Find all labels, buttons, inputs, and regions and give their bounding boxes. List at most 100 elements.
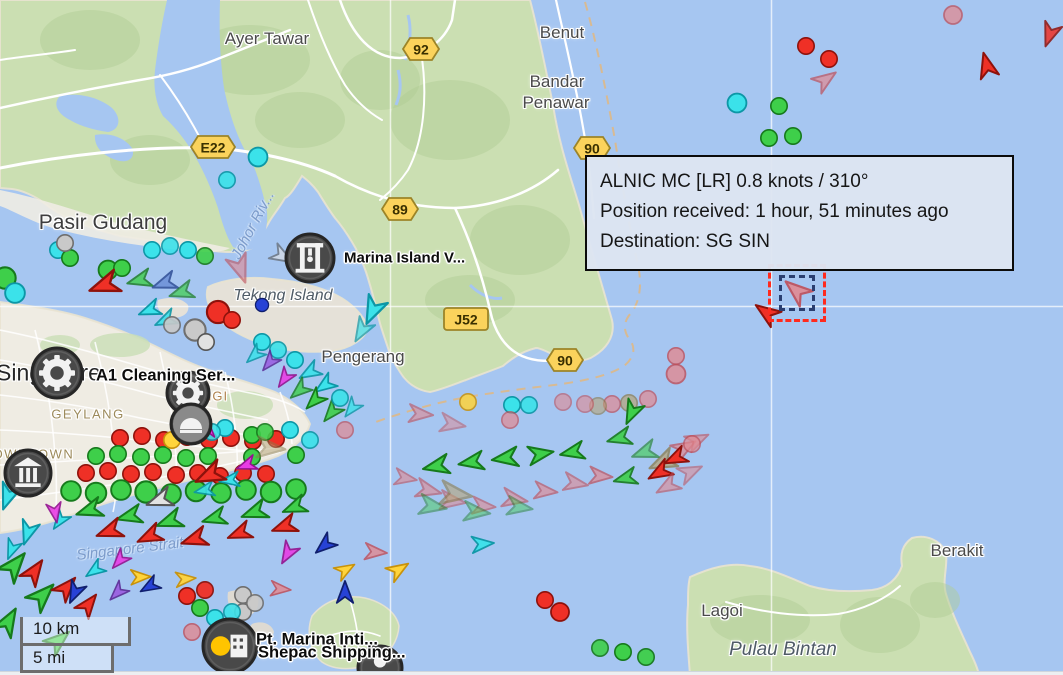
ship-marker[interactable] bbox=[163, 316, 181, 334]
ship-marker[interactable] bbox=[438, 411, 467, 436]
ship-marker[interactable] bbox=[218, 171, 236, 189]
crane-poi-icon[interactable] bbox=[284, 232, 336, 284]
ship-marker[interactable] bbox=[196, 581, 214, 599]
ship-marker[interactable] bbox=[417, 492, 448, 519]
ship-marker[interactable] bbox=[110, 479, 132, 501]
ship-marker[interactable] bbox=[193, 479, 217, 500]
ship-marker[interactable] bbox=[413, 477, 444, 502]
ship-marker[interactable] bbox=[637, 648, 655, 666]
ship-marker[interactable] bbox=[60, 480, 82, 502]
ship-marker[interactable] bbox=[665, 363, 687, 385]
ship-marker[interactable] bbox=[500, 486, 529, 511]
ship-marker[interactable] bbox=[407, 403, 435, 424]
ship-marker[interactable] bbox=[224, 519, 255, 547]
ship-marker[interactable] bbox=[797, 37, 815, 55]
ship-marker[interactable] bbox=[275, 539, 301, 567]
ship-marker[interactable] bbox=[257, 349, 283, 375]
ship-marker[interactable] bbox=[269, 512, 300, 539]
ship-marker[interactable] bbox=[652, 471, 683, 501]
ship-marker[interactable] bbox=[144, 463, 162, 481]
ship-marker[interactable] bbox=[153, 506, 186, 535]
ship-marker[interactable] bbox=[161, 237, 179, 255]
ship-marker[interactable] bbox=[661, 444, 690, 471]
ship-marker[interactable] bbox=[82, 557, 108, 583]
ship-marker[interactable] bbox=[357, 293, 389, 328]
ship-marker[interactable] bbox=[87, 447, 105, 465]
dome-poi-icon[interactable] bbox=[169, 402, 213, 446]
ship-marker[interactable] bbox=[639, 390, 657, 408]
ship-marker[interactable] bbox=[125, 267, 154, 293]
ship-marker[interactable] bbox=[178, 525, 211, 553]
ship-marker[interactable] bbox=[336, 421, 354, 439]
ship-marker[interactable] bbox=[618, 397, 646, 427]
ship-marker[interactable] bbox=[133, 427, 151, 445]
ship-marker[interactable] bbox=[73, 496, 106, 524]
ship-marker[interactable] bbox=[588, 465, 614, 486]
ship-marker[interactable] bbox=[285, 376, 314, 404]
ship-marker[interactable] bbox=[683, 435, 701, 453]
ship-marker[interactable] bbox=[784, 127, 802, 145]
ship-marker[interactable] bbox=[1, 537, 24, 562]
ship-marker[interactable] bbox=[50, 572, 83, 604]
ship-marker[interactable] bbox=[335, 580, 355, 604]
ship-marker[interactable] bbox=[536, 591, 554, 609]
ship-marker[interactable] bbox=[301, 386, 329, 414]
ship-marker[interactable] bbox=[295, 359, 324, 385]
ship-marker[interactable] bbox=[143, 485, 176, 514]
ship-marker[interactable] bbox=[943, 5, 963, 25]
ship-marker[interactable] bbox=[134, 521, 166, 551]
ship-marker[interactable] bbox=[629, 438, 660, 465]
ship-marker[interactable] bbox=[612, 466, 640, 490]
ship-marker[interactable] bbox=[218, 470, 241, 489]
ship-marker[interactable] bbox=[576, 395, 594, 413]
ship-marker[interactable] bbox=[183, 623, 201, 641]
ship-marker[interactable] bbox=[269, 579, 292, 598]
ship-marker[interactable] bbox=[178, 587, 196, 605]
person-poi-icon[interactable] bbox=[356, 644, 404, 675]
ship-marker[interactable] bbox=[726, 92, 748, 114]
ship-marker[interactable] bbox=[56, 234, 74, 252]
ship-marker[interactable] bbox=[591, 639, 609, 657]
ship-marker[interactable] bbox=[62, 578, 88, 607]
ship-marker[interactable] bbox=[421, 452, 452, 478]
ship-marker[interactable] bbox=[0, 603, 25, 640]
ship-marker[interactable] bbox=[279, 493, 310, 521]
ship-marker[interactable] bbox=[167, 466, 185, 484]
ship-marker[interactable] bbox=[501, 411, 519, 429]
scale-km[interactable]: 10 km bbox=[20, 617, 131, 646]
ship-marker[interactable] bbox=[810, 65, 841, 95]
ship-marker[interactable] bbox=[363, 542, 388, 561]
ship-marker[interactable] bbox=[109, 445, 127, 463]
ship-marker[interactable] bbox=[191, 599, 209, 617]
ship-marker[interactable] bbox=[191, 458, 228, 492]
ship-marker[interactable] bbox=[45, 501, 64, 524]
ship-marker[interactable] bbox=[196, 247, 214, 265]
ship-marker[interactable] bbox=[614, 643, 632, 661]
ship-marker[interactable] bbox=[246, 594, 264, 612]
ship-marker[interactable] bbox=[150, 269, 180, 296]
ship-marker[interactable] bbox=[286, 351, 304, 369]
ship-marker[interactable] bbox=[255, 435, 287, 459]
ship-marker[interactable] bbox=[197, 333, 215, 351]
ship-marker[interactable] bbox=[113, 259, 131, 277]
ship-marker[interactable] bbox=[490, 445, 520, 470]
ship-marker[interactable] bbox=[174, 571, 197, 589]
ship-marker[interactable] bbox=[238, 497, 271, 526]
ship-marker[interactable] bbox=[105, 579, 131, 605]
ship-marker[interactable] bbox=[348, 315, 377, 346]
ship-marker[interactable] bbox=[384, 557, 412, 584]
ship-marker[interactable] bbox=[253, 333, 271, 351]
ship-marker[interactable] bbox=[179, 241, 197, 259]
ship-marker[interactable] bbox=[107, 547, 133, 573]
ship-marker[interactable] bbox=[287, 446, 305, 464]
ship-marker[interactable] bbox=[247, 146, 269, 168]
scale-control[interactable]: 10 km 5 mi bbox=[20, 617, 131, 673]
ship-marker[interactable] bbox=[73, 589, 103, 621]
ship-marker[interactable] bbox=[392, 467, 419, 488]
ship-marker[interactable] bbox=[0, 480, 23, 513]
ship-marker[interactable] bbox=[224, 251, 255, 286]
ship-marker[interactable] bbox=[136, 297, 164, 323]
ship-marker[interactable] bbox=[462, 500, 492, 523]
ship-marker[interactable] bbox=[331, 389, 349, 407]
